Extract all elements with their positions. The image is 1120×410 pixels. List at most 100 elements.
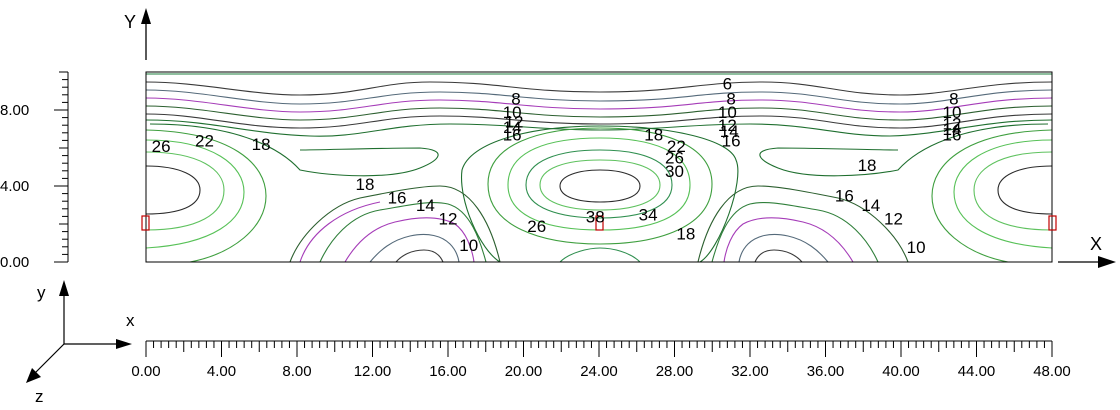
contour-line (697, 185, 909, 263)
contour-value-label: 18 (644, 126, 663, 145)
triad-y-label: y (37, 283, 46, 302)
y-ruler-label: 0.00 (0, 254, 29, 271)
global-y-axis-label: Y (124, 12, 136, 32)
triad-z-label: z (35, 387, 44, 405)
x-ruler-label: 16.00 (429, 363, 467, 380)
contour-line (507, 137, 691, 231)
contour-value-label: 12 (884, 209, 903, 228)
x-ruler-label: 44.00 (958, 363, 996, 380)
contour-value-label: 26 (152, 137, 171, 156)
contour-value-label: 12 (943, 114, 962, 133)
contour-line (145, 105, 1053, 121)
contour-value-label: 10 (503, 103, 522, 122)
contour-line (711, 202, 879, 263)
contour-line (145, 165, 201, 215)
contour-value-label: 14 (861, 196, 880, 215)
contour-value-label: 16 (503, 126, 522, 145)
x-ruler-label: 12.00 (354, 363, 392, 380)
contour-value-label: 18 (355, 175, 374, 194)
contour-value-label: 16 (943, 126, 962, 145)
contour-value-label: 18 (676, 225, 695, 244)
contour-line (145, 113, 1053, 129)
contour-line (539, 159, 661, 211)
x-ruler-label: 8.00 (282, 363, 311, 380)
contour-line (487, 127, 713, 245)
contour-value-label: 10 (907, 238, 926, 257)
contour-line (145, 139, 245, 249)
contour-line (319, 202, 487, 263)
contour-line (931, 129, 1053, 263)
contour-value-label: 38 (586, 207, 605, 226)
contour-value-label: 26 (665, 149, 684, 168)
contour-value-label: 26 (527, 217, 546, 236)
contour-line (344, 217, 475, 263)
contour-line (149, 123, 439, 177)
triad-y-arrowhead (59, 280, 69, 296)
contour-line (369, 233, 460, 263)
contour-line (723, 217, 854, 263)
global-x-axis-label: X (1090, 234, 1102, 254)
contour-value-label: 12 (718, 116, 737, 135)
triad-x-label: x (126, 311, 135, 330)
contour-value-label: 18 (858, 156, 877, 175)
contour-value-label: 16 (388, 188, 407, 207)
contour-value-label: 12 (505, 112, 524, 131)
contour-value-label: 16 (835, 187, 854, 206)
x-ruler-label: 28.00 (656, 363, 694, 380)
support-right[interactable] (1048, 215, 1057, 231)
local-triad: y x z (26, 280, 135, 406)
contour-line (145, 97, 1053, 113)
x-ruler-label: 20.00 (505, 363, 543, 380)
x-ruler-label: 0.00 (131, 363, 160, 380)
contour-line (525, 149, 673, 219)
contour-value-label: 12 (439, 209, 458, 228)
plate-outline (145, 71, 1053, 263)
x-ruler-label: 36.00 (807, 363, 845, 380)
y-ruler-label: 8.00 (0, 102, 29, 119)
triad-z-arrowhead (26, 368, 41, 383)
contour-value-label: 10 (459, 236, 478, 255)
contour-value-label: 6 (723, 74, 732, 93)
contour-value-label: 14 (720, 122, 739, 141)
contour-line (973, 151, 1053, 231)
contour-line (299, 201, 381, 263)
triad-x-arrowhead (116, 339, 132, 349)
contour-line (145, 89, 1053, 105)
contour-line (754, 249, 803, 263)
contour-line (738, 233, 829, 263)
x-ruler-label: 24.00 (580, 363, 618, 380)
contour-line (289, 185, 501, 263)
x-ruler-label: 40.00 (882, 363, 920, 380)
contour-value-label: 14 (943, 120, 962, 139)
global-x-arrowhead (1098, 256, 1116, 268)
x-ruler: 0.00 4.00 8.00 12.00 16.00 20.00 24.00 28.00 32.… (131, 340, 1071, 380)
support-left[interactable] (141, 215, 150, 231)
contour-value-label: 18 (252, 135, 271, 154)
global-y-arrowhead (141, 8, 151, 24)
contour-value-label: 22 (195, 131, 214, 150)
contour-line (145, 119, 1053, 137)
contour-line (997, 165, 1053, 215)
contour-value-label: 16 (722, 131, 741, 150)
contour-line (145, 129, 267, 263)
contour-value-label: 22 (667, 137, 686, 156)
support-mid[interactable] (595, 215, 604, 231)
triad-z-line (33, 343, 65, 375)
x-ruler-label: 48.00 (1033, 363, 1071, 380)
contour-line (460, 125, 739, 263)
y-ruler-label: 4.00 (0, 178, 29, 195)
contour-value-label: 8 (511, 90, 520, 109)
contour-value-label: 10 (943, 103, 962, 122)
contour-line (559, 169, 641, 203)
contour-value-label: 8 (949, 90, 958, 109)
contour-value-label: 10 (718, 103, 737, 122)
supports (141, 215, 1057, 231)
contour-value-label: 14 (503, 118, 522, 137)
contour-line (559, 247, 641, 263)
contour-line (395, 249, 444, 263)
x-ruler-label: 4.00 (207, 363, 236, 380)
contour-value-label: 14 (416, 196, 435, 215)
